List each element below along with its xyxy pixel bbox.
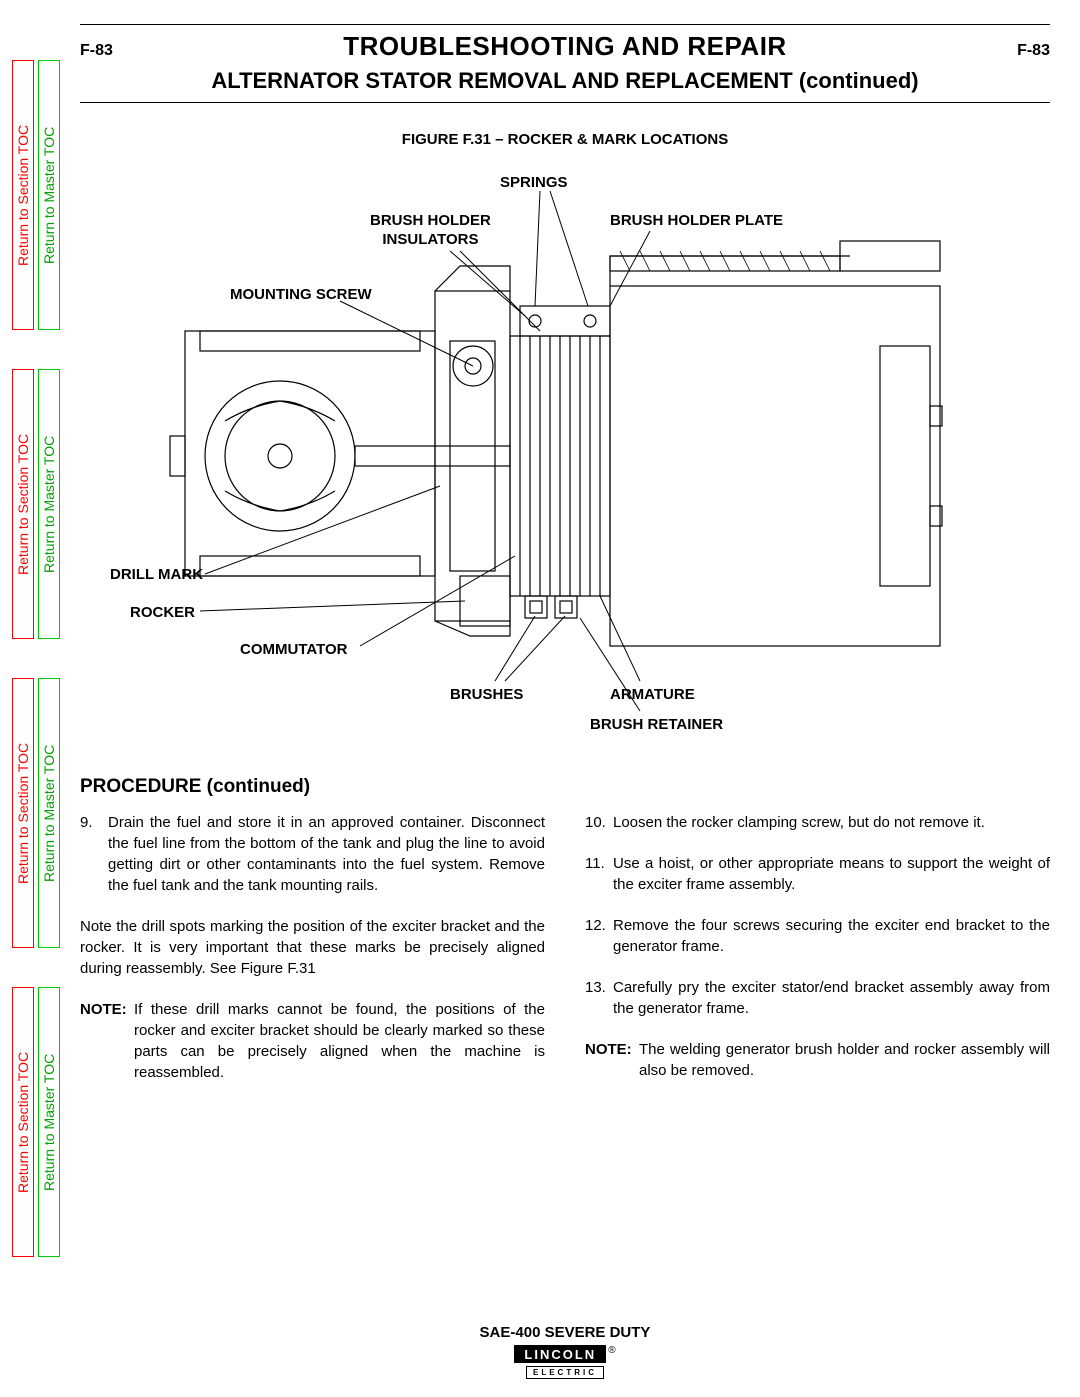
- callout-drill-mark: DRILL MARK: [110, 566, 203, 585]
- return-section-toc-link[interactable]: Return to Section TOC: [12, 60, 34, 330]
- page-header: F-83 TROUBLESHOOTING AND REPAIR F-83: [80, 24, 1050, 62]
- callout-armature: ARMATURE: [610, 686, 695, 705]
- return-section-toc-link[interactable]: Return to Section TOC: [12, 987, 34, 1257]
- left-column: 9. Drain the fuel and store it in an app…: [80, 812, 545, 1103]
- step-text: Remove the four screws securing the exci…: [613, 915, 1050, 957]
- technical-diagram: SPRINGS BRUSH HOLDER INSULATORS BRUSH HO…: [80, 156, 1050, 756]
- step-number: 13.: [585, 977, 613, 1019]
- lincoln-logo-sub: ELECTRIC: [526, 1366, 604, 1379]
- model-name: SAE-400 SEVERE DUTY: [80, 1324, 1050, 1341]
- master-toc-column: Return to Master TOC Return to Master TO…: [38, 0, 60, 1397]
- note-label: NOTE:: [80, 999, 134, 1083]
- page-content: F-83 TROUBLESHOOTING AND REPAIR F-83 ALT…: [80, 24, 1050, 1103]
- callout-brushes: BRUSHES: [450, 686, 523, 705]
- step-9: 9. Drain the fuel and store it in an app…: [80, 812, 545, 896]
- note-text: If these drill marks cannot be found, th…: [134, 999, 545, 1083]
- step-number: 12.: [585, 915, 613, 957]
- figure-caption: FIGURE F.31 – ROCKER & MARK LOCATIONS: [80, 131, 1050, 148]
- section-subtitle: ALTERNATOR STATOR REMOVAL AND REPLACEMEN…: [80, 68, 1050, 103]
- callout-line2: INSULATORS: [382, 231, 478, 248]
- step-13: 13. Carefully pry the exciter stator/end…: [585, 977, 1050, 1019]
- step-text: Use a hoist, or other appropriate means …: [613, 853, 1050, 895]
- step-number: 11.: [585, 853, 613, 895]
- step-11: 11. Use a hoist, or other appropriate me…: [585, 853, 1050, 895]
- return-master-toc-link[interactable]: Return to Master TOC: [38, 987, 60, 1257]
- callout-commutator: COMMUTATOR: [240, 641, 347, 660]
- note-block: NOTE: If these drill marks cannot be fou…: [80, 999, 545, 1083]
- return-section-toc-link[interactable]: Return to Section TOC: [12, 678, 34, 948]
- callout-line1: BRUSH HOLDER: [370, 212, 491, 229]
- callout-mounting-screw: MOUNTING SCREW: [230, 286, 372, 305]
- note-paragraph: Note the drill spots marking the positio…: [80, 916, 545, 979]
- step-text: Carefully pry the exciter stator/end bra…: [613, 977, 1050, 1019]
- step-text: Loosen the rocker clamping screw, but do…: [613, 812, 1050, 833]
- page-number-left: F-83: [80, 42, 113, 60]
- side-navigation: Return to Section TOC Return to Section …: [12, 0, 64, 1397]
- alternator-diagram-svg: [80, 156, 1050, 756]
- callout-brush-holder-insulators: BRUSH HOLDER INSULATORS: [370, 212, 491, 250]
- main-title: TROUBLESHOOTING AND REPAIR: [343, 31, 786, 62]
- return-master-toc-link[interactable]: Return to Master TOC: [38, 678, 60, 948]
- registered-mark: ®: [608, 1345, 615, 1356]
- step-number: 9.: [80, 812, 108, 896]
- callout-brush-holder-plate: BRUSH HOLDER PLATE: [610, 212, 783, 231]
- step-number: 10.: [585, 812, 613, 833]
- step-12: 12. Remove the four screws securing the …: [585, 915, 1050, 957]
- return-master-toc-link[interactable]: Return to Master TOC: [38, 369, 60, 639]
- procedure-body: 9. Drain the fuel and store it in an app…: [80, 812, 1050, 1103]
- step-text: Drain the fuel and store it in an approv…: [108, 812, 545, 896]
- return-section-toc-link[interactable]: Return to Section TOC: [12, 369, 34, 639]
- callout-brush-retainer: BRUSH RETAINER: [590, 716, 723, 735]
- step-10: 10. Loosen the rocker clamping screw, bu…: [585, 812, 1050, 833]
- procedure-heading: PROCEDURE (continued): [80, 776, 1050, 798]
- note-label: NOTE:: [585, 1039, 639, 1081]
- page-footer: SAE-400 SEVERE DUTY LINCOLN® ELECTRIC: [80, 1324, 1050, 1379]
- section-toc-column: Return to Section TOC Return to Section …: [12, 0, 34, 1397]
- return-master-toc-link[interactable]: Return to Master TOC: [38, 60, 60, 330]
- note-text: The welding generator brush holder and r…: [639, 1039, 1050, 1081]
- lincoln-logo: LINCOLN: [514, 1345, 606, 1363]
- page-number-right: F-83: [1017, 42, 1050, 60]
- right-column: 10. Loosen the rocker clamping screw, bu…: [585, 812, 1050, 1103]
- callout-springs: SPRINGS: [500, 174, 568, 193]
- callout-rocker: ROCKER: [130, 604, 195, 623]
- note-block: NOTE: The welding generator brush holder…: [585, 1039, 1050, 1081]
